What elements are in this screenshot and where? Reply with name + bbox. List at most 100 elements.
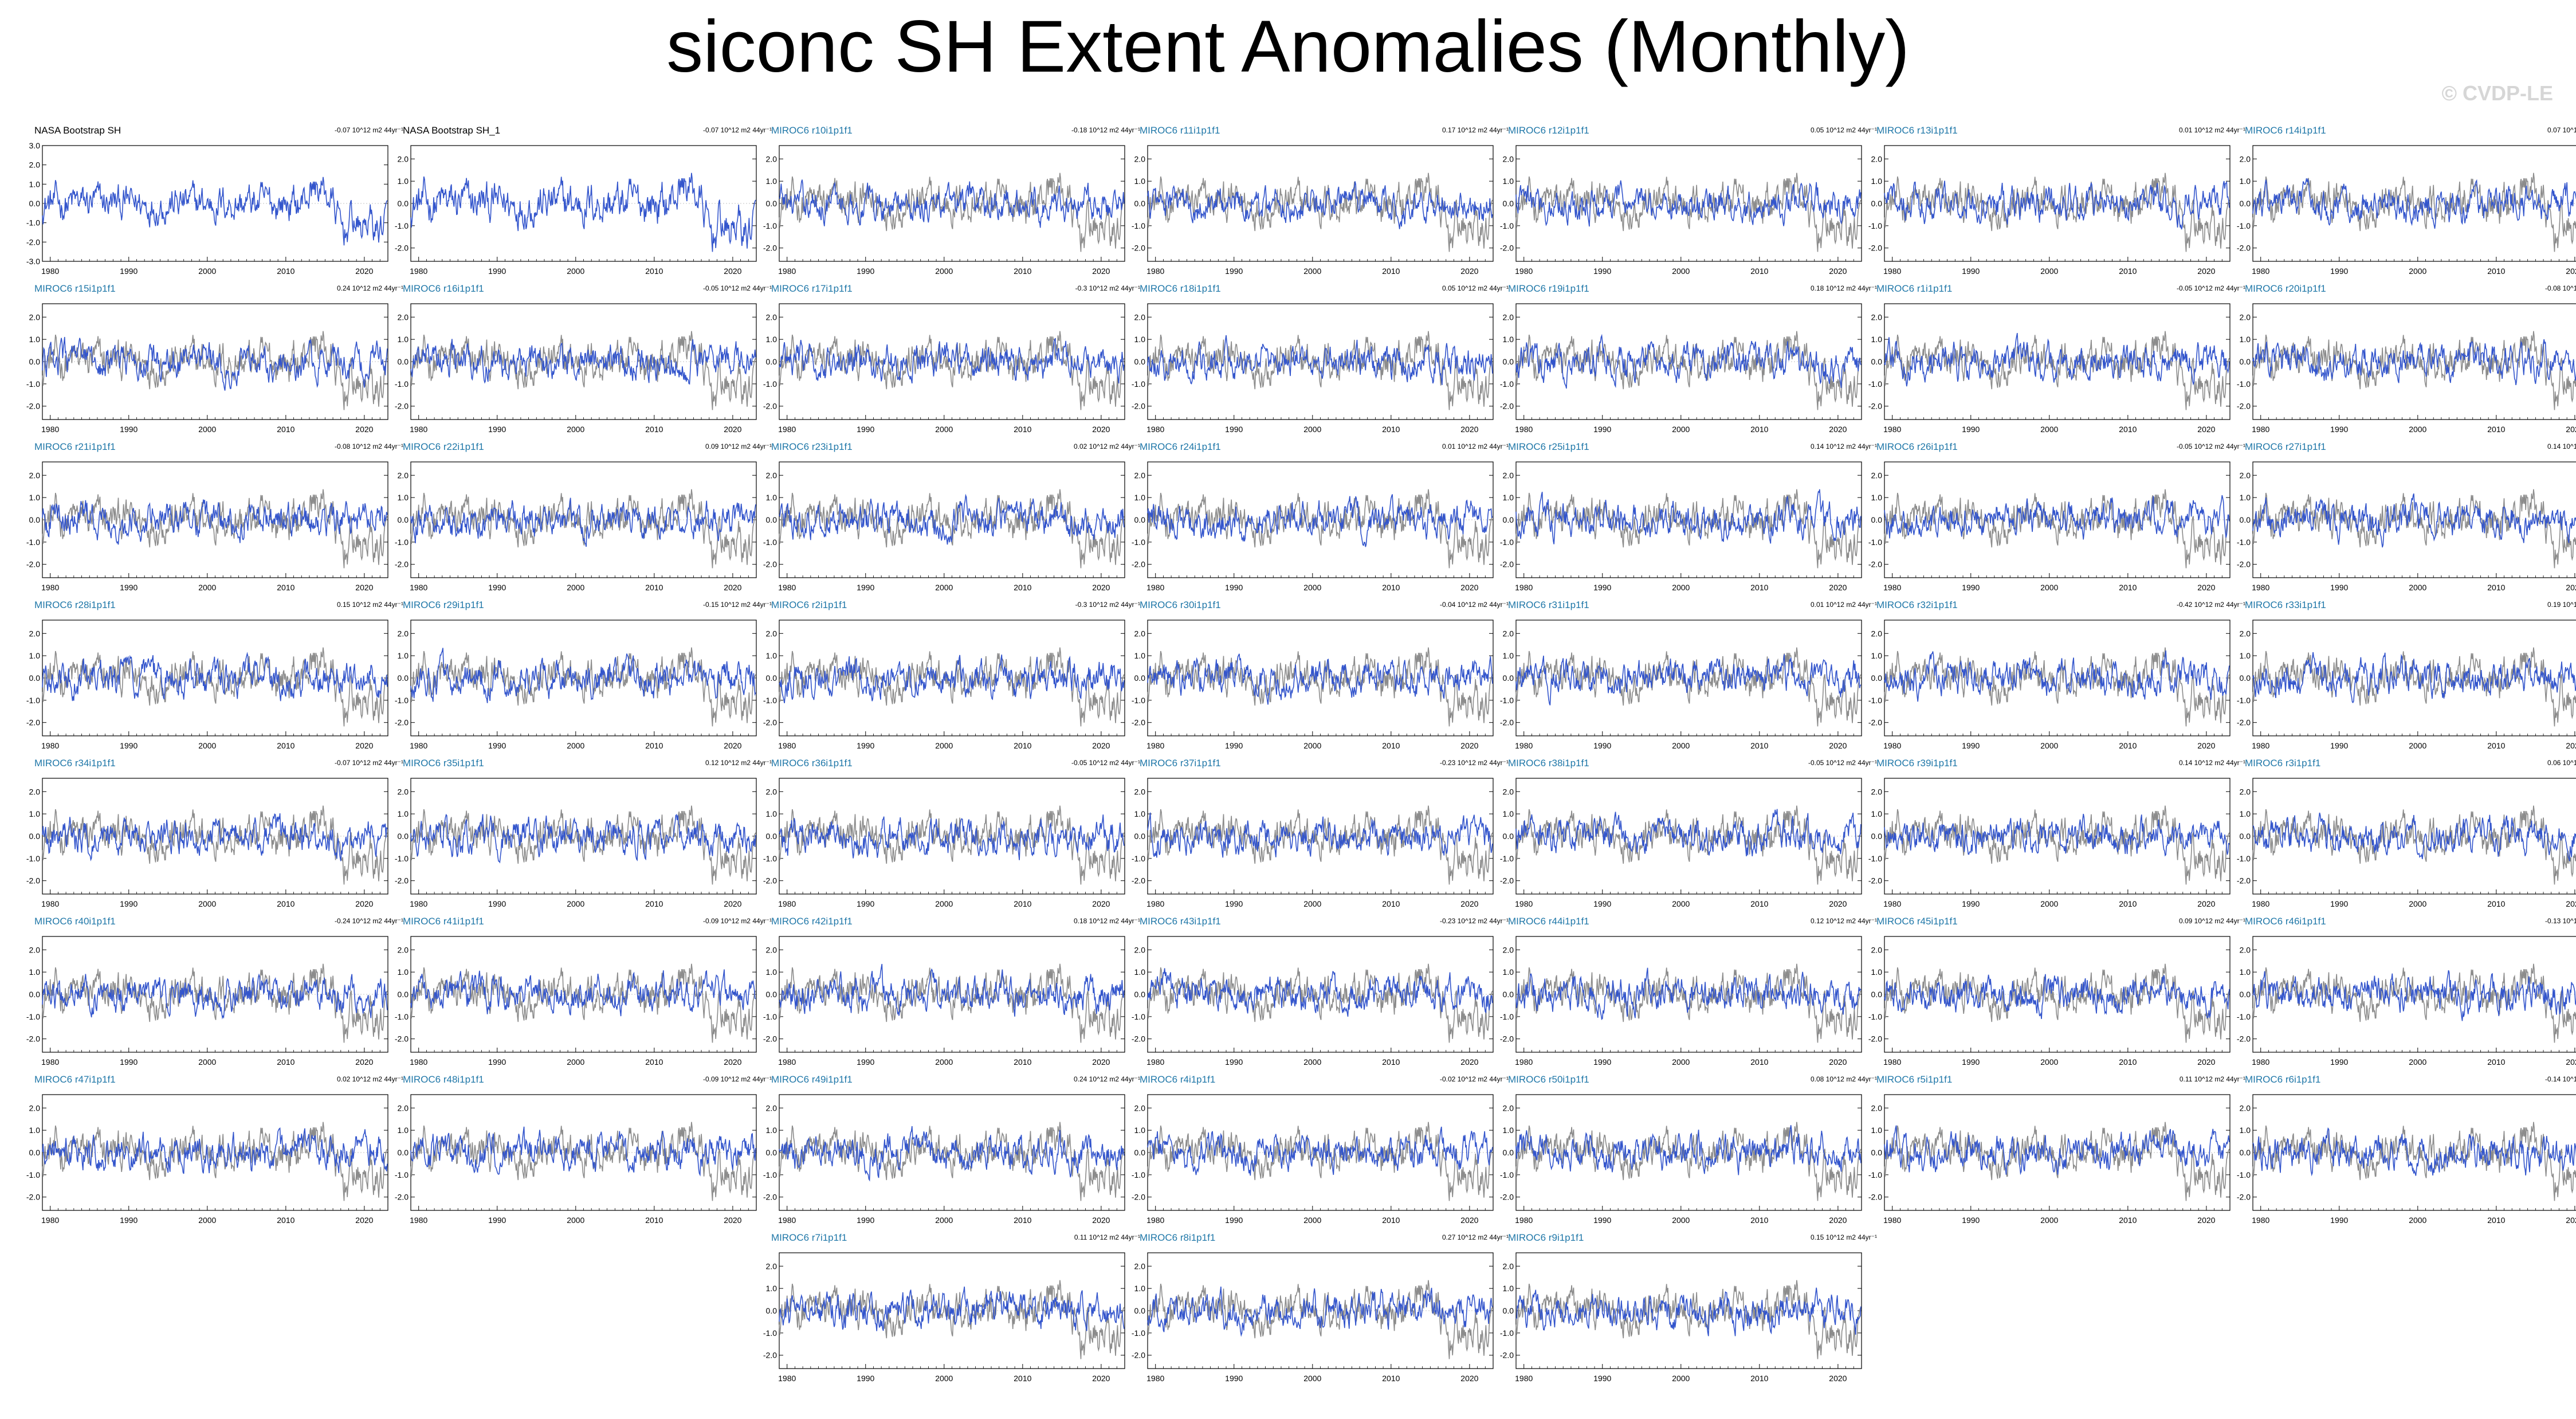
y-tick-label: 2.0 <box>29 160 41 170</box>
y-tick-label: 0.0 <box>1503 673 1514 683</box>
panel-plot: 2.0 1.0 0.0 -1.0 -2.0 1980 1990 2000 2010 2020 <box>1868 145 2231 276</box>
chart-panel: MIROC6 r28i1p1f1 0.15 10^12 m2 44yr⁻¹ 2.0 1… <box>26 599 403 754</box>
series-line-model <box>1884 495 2230 540</box>
x-tick-label: 1980 <box>410 1216 427 1225</box>
x-tick-label: 2000 <box>2409 1057 2426 1067</box>
y-tick-label: -1.0 <box>1868 1170 1882 1179</box>
series-line-model <box>1884 974 2230 1020</box>
panel-title: MIROC6 r1i1p1f1 <box>1876 283 1953 294</box>
y-tick-label: 1.0 <box>1503 809 1514 818</box>
x-tick-label: 1990 <box>857 1374 874 1383</box>
x-tick-label: 2020 <box>2197 1057 2215 1067</box>
y-tick-label: 2.0 <box>1871 312 1883 322</box>
panel-trend: -0.07 10^12 m2 44yr⁻¹ <box>334 126 403 134</box>
x-tick-label: 2000 <box>935 1374 953 1383</box>
x-tick-label: 1980 <box>410 425 427 434</box>
x-tick-label: 2010 <box>645 741 663 750</box>
y-tick-label: -2.0 <box>1500 718 1514 727</box>
x-tick-label: 2020 <box>724 266 741 276</box>
y-tick-label: 1.0 <box>1503 493 1514 502</box>
panel-trend: 0.14 10^12 m2 44yr⁻¹ <box>2547 442 2576 450</box>
y-tick-label: 1.0 <box>1871 493 1883 502</box>
series-line-model <box>779 1126 1125 1182</box>
y-tick-label: 1.0 <box>398 651 409 660</box>
panel-trend: -0.05 10^12 m2 44yr⁻¹ <box>2176 284 2245 292</box>
series-line-model <box>410 648 756 703</box>
panel-title: MIROC6 r41i1p1f1 <box>403 916 484 927</box>
series-line-observed <box>1515 1280 1862 1359</box>
y-tick-label: -1.0 <box>1132 696 1145 705</box>
x-tick-label: 1990 <box>2330 583 2348 592</box>
series-line-observed <box>1147 489 1493 569</box>
x-tick-label: 2000 <box>1672 583 1690 592</box>
y-tick-label: -1.0 <box>2237 379 2251 389</box>
y-tick-label: -1.0 <box>395 221 409 230</box>
y-tick-label: -2.0 <box>26 560 40 569</box>
series-line-observed <box>779 1280 1125 1359</box>
x-tick-label: 1990 <box>1593 741 1611 750</box>
x-tick-label: 1980 <box>1515 1216 1533 1225</box>
panel-title: MIROC6 r29i1p1f1 <box>403 599 484 610</box>
y-tick-label: -1.0 <box>1868 538 1882 547</box>
panel-plot: 2.0 1.0 0.0 -1.0 -2.0 1980 1990 2000 2010 2020 <box>1132 303 1494 434</box>
series-line-observed <box>410 647 756 727</box>
y-tick-label: 0.0 <box>1134 990 1146 999</box>
x-tick-label: 2000 <box>2409 1216 2426 1225</box>
panel-plot: 2.0 1.0 0.0 -1.0 -2.0 1980 1990 2000 2010 2020 <box>1500 303 1862 434</box>
panel-title: MIROC6 r33i1p1f1 <box>2245 599 2326 610</box>
x-tick-label: 2000 <box>935 1057 953 1067</box>
series-line-model <box>1884 650 2230 702</box>
x-tick-label: 1980 <box>2252 266 2269 276</box>
y-tick-label: -1.0 <box>2237 538 2251 547</box>
x-tick-label: 2010 <box>2119 1057 2137 1067</box>
x-tick-label: 2010 <box>645 583 663 592</box>
panel-trend: -0.15 10^12 m2 44yr⁻¹ <box>702 601 772 609</box>
x-tick-label: 2020 <box>724 1216 741 1225</box>
series-line-model <box>410 339 756 385</box>
y-tick-label: -2.0 <box>395 560 409 569</box>
x-tick-label: 2010 <box>277 1057 294 1067</box>
x-tick-label: 1980 <box>1146 266 1164 276</box>
x-tick-label: 2000 <box>935 583 953 592</box>
chart-panel: MIROC6 r44i1p1f1 0.12 10^12 m2 44yr⁻¹ 2.0 1… <box>1500 916 1877 1071</box>
panel-plot: 2.0 1.0 0.0 -1.0 -2.0 1980 1990 2000 2010 2020 <box>763 936 1125 1067</box>
chart-panel: MIROC6 r31i1p1f1 0.01 10^12 m2 44yr⁻¹ 2.0 1… <box>1500 599 1877 754</box>
y-tick-label: -2.0 <box>1500 560 1514 569</box>
x-tick-label: 2020 <box>2197 1216 2215 1225</box>
panel-trend: -0.3 10^12 m2 44yr⁻¹ <box>1075 284 1140 292</box>
y-tick-label: 0.0 <box>1871 199 1883 208</box>
chart-panel: MIROC6 r15i1p1f1 0.24 10^12 m2 44yr⁻¹ 2.0 1… <box>26 283 403 438</box>
panel-trend: 0.08 10^12 m2 44yr⁻¹ <box>1810 1075 1877 1083</box>
x-tick-label: 1980 <box>1883 1216 1901 1225</box>
y-tick-label: 0.0 <box>1871 515 1883 524</box>
x-tick-label: 2020 <box>2566 425 2576 434</box>
panel-title: MIROC6 r22i1p1f1 <box>403 441 484 452</box>
x-tick-label: 2020 <box>355 1057 373 1067</box>
x-tick-label: 1990 <box>120 1057 138 1067</box>
x-tick-label: 2020 <box>355 583 373 592</box>
y-tick-label: 1.0 <box>29 179 41 189</box>
y-tick-label: 0.0 <box>1871 673 1883 683</box>
chart-panel: MIROC6 r2i1p1f1 -0.3 10^12 m2 44yr⁻¹ 2.0 1.… <box>763 599 1140 754</box>
panel-trend: 0.01 10^12 m2 44yr⁻¹ <box>1442 442 1509 450</box>
y-tick-label: -2.0 <box>1868 402 1882 411</box>
series-line-model <box>42 1127 388 1174</box>
y-tick-label: -1.0 <box>26 1170 40 1179</box>
y-tick-label: 0.0 <box>1503 357 1514 366</box>
x-tick-label: 1980 <box>410 899 427 908</box>
panel-title: MIROC6 r24i1p1f1 <box>1140 441 1221 452</box>
series-line-model <box>779 179 1125 228</box>
y-tick-label: 2.0 <box>2240 154 2251 163</box>
y-tick-label: 1.0 <box>29 335 41 344</box>
y-tick-label: 0.0 <box>398 990 409 999</box>
y-tick-label: -2.0 <box>1500 402 1514 411</box>
x-tick-label: 2000 <box>567 583 584 592</box>
x-tick-label: 2020 <box>2566 1057 2576 1067</box>
y-tick-label: 1.0 <box>1871 177 1883 186</box>
x-tick-label: 1990 <box>2330 899 2348 908</box>
y-tick-label: 1.0 <box>1503 1284 1514 1293</box>
y-tick-label: 0.0 <box>29 515 41 524</box>
y-tick-label: 1.0 <box>1503 651 1514 660</box>
panel-title: MIROC6 r23i1p1f1 <box>771 441 853 452</box>
chart-panel: MIROC6 r26i1p1f1 -0.05 10^12 m2 44yr⁻¹ 2.0… <box>1868 441 2245 596</box>
